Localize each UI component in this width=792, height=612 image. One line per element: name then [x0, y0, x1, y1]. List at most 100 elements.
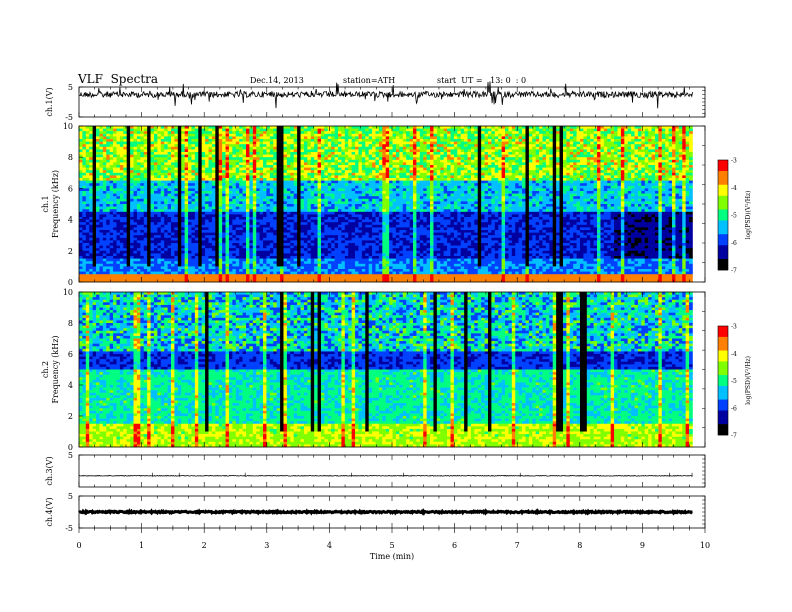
heatmap-cell	[232, 193, 237, 197]
heatmap-cell	[218, 180, 223, 184]
heatmap-cell	[123, 136, 128, 140]
heatmap-cell	[228, 162, 233, 166]
heatmap-cell	[300, 204, 305, 207]
heatmap-cell	[259, 206, 264, 210]
heatmap-cell	[266, 178, 271, 181]
heatmap-cell	[286, 206, 291, 210]
heatmap-cell	[92, 136, 97, 140]
heatmap-cell	[242, 180, 247, 184]
heatmap-cell	[218, 165, 223, 168]
heatmap-cell	[198, 170, 202, 174]
heatmap-cell	[99, 253, 104, 257]
heatmap-cell	[320, 222, 325, 226]
heatmap-cell	[303, 261, 308, 265]
heatmap-cell	[239, 227, 243, 231]
heatmap-cell	[174, 266, 179, 270]
heatmap-cell	[164, 144, 168, 148]
heatmap-cell	[228, 256, 233, 259]
heatmap-cell	[164, 157, 168, 161]
heatmap-cell	[99, 170, 104, 174]
heatmap-cell	[348, 227, 352, 231]
heatmap-cell	[283, 214, 288, 218]
heatmap-cell	[320, 237, 325, 241]
heatmap-cell	[348, 126, 352, 129]
heatmap-cell	[242, 219, 247, 223]
heatmap-cell	[164, 193, 168, 197]
heatmap-cell	[181, 263, 185, 267]
heatmap-cell	[188, 206, 192, 210]
heatmap-cell	[239, 131, 243, 135]
heatmap-cell	[320, 175, 325, 179]
heatmap-cell	[249, 274, 254, 278]
heatmap-cell	[293, 167, 298, 171]
heatmap-cell	[188, 178, 192, 181]
heatmap-cell	[167, 175, 172, 179]
heatmap-cell	[194, 209, 199, 213]
heatmap-cell	[280, 196, 284, 200]
heatmap-cell	[140, 131, 145, 135]
heatmap-cell	[225, 214, 230, 218]
heatmap-cell	[344, 237, 349, 241]
heatmap-cell	[293, 198, 298, 202]
heatmap-cell	[126, 258, 131, 262]
heatmap-cell	[300, 266, 305, 270]
heatmap-cell	[140, 139, 145, 142]
heatmap-cell	[140, 279, 145, 283]
heatmap-cell	[348, 269, 352, 272]
heatmap-cell	[79, 271, 83, 275]
heatmap-cell	[355, 214, 359, 218]
heatmap-cell	[290, 217, 295, 220]
heatmap-cell	[188, 144, 192, 148]
heatmap-cell	[300, 201, 305, 205]
heatmap-cell	[263, 274, 267, 278]
heatmap-cell	[160, 167, 165, 171]
heatmap-cell	[327, 227, 332, 231]
heatmap-cell	[225, 240, 230, 244]
heatmap-cell	[136, 271, 141, 275]
heatmap-cell	[99, 250, 104, 254]
heatmap-cell	[286, 175, 291, 179]
heatmap-cell	[177, 217, 182, 220]
heatmap-cell	[290, 167, 295, 171]
heatmap-cell	[116, 230, 121, 233]
heatmap-cell	[109, 209, 114, 213]
heatmap-cell	[310, 214, 315, 218]
heatmap-cell	[235, 276, 240, 280]
heatmap-cell	[184, 256, 189, 259]
heatmap-cell	[283, 263, 288, 267]
heatmap-cell	[252, 159, 257, 163]
heatmap-cell	[181, 178, 185, 181]
heatmap-cell	[276, 214, 281, 218]
heatmap-cell	[157, 149, 162, 153]
heatmap-cell	[246, 243, 250, 246]
heatmap-cell	[85, 157, 90, 161]
heatmap-cell	[143, 230, 148, 233]
heatmap-cell	[252, 261, 257, 265]
heatmap-cell	[116, 191, 121, 194]
heatmap-cell	[249, 250, 254, 254]
heatmap-cell	[123, 131, 128, 135]
heatmap-cell	[99, 154, 104, 158]
heatmap-cell	[249, 232, 254, 236]
heatmap-cell	[116, 180, 121, 184]
heatmap-cell	[208, 258, 213, 262]
heatmap-cell	[232, 245, 237, 249]
heatmap-cell	[307, 279, 312, 283]
heatmap-cell	[314, 232, 318, 236]
heatmap-cell	[310, 133, 315, 137]
heatmap-cell	[102, 128, 107, 132]
heatmap-cell	[303, 141, 308, 145]
heatmap-cell	[181, 144, 185, 148]
heatmap-cell	[256, 256, 260, 259]
heatmap-cell	[351, 152, 356, 155]
heatmap-cell	[280, 133, 284, 137]
heatmap-cell	[208, 188, 213, 192]
heatmap-cell	[310, 240, 315, 244]
heatmap-cell	[331, 232, 335, 236]
heatmap-cell	[266, 133, 271, 137]
heatmap-cell	[82, 126, 87, 129]
heatmap-cell	[184, 165, 189, 168]
heatmap-cell	[225, 219, 230, 223]
heatmap-cell	[109, 149, 114, 153]
heatmap-cell	[113, 183, 117, 187]
